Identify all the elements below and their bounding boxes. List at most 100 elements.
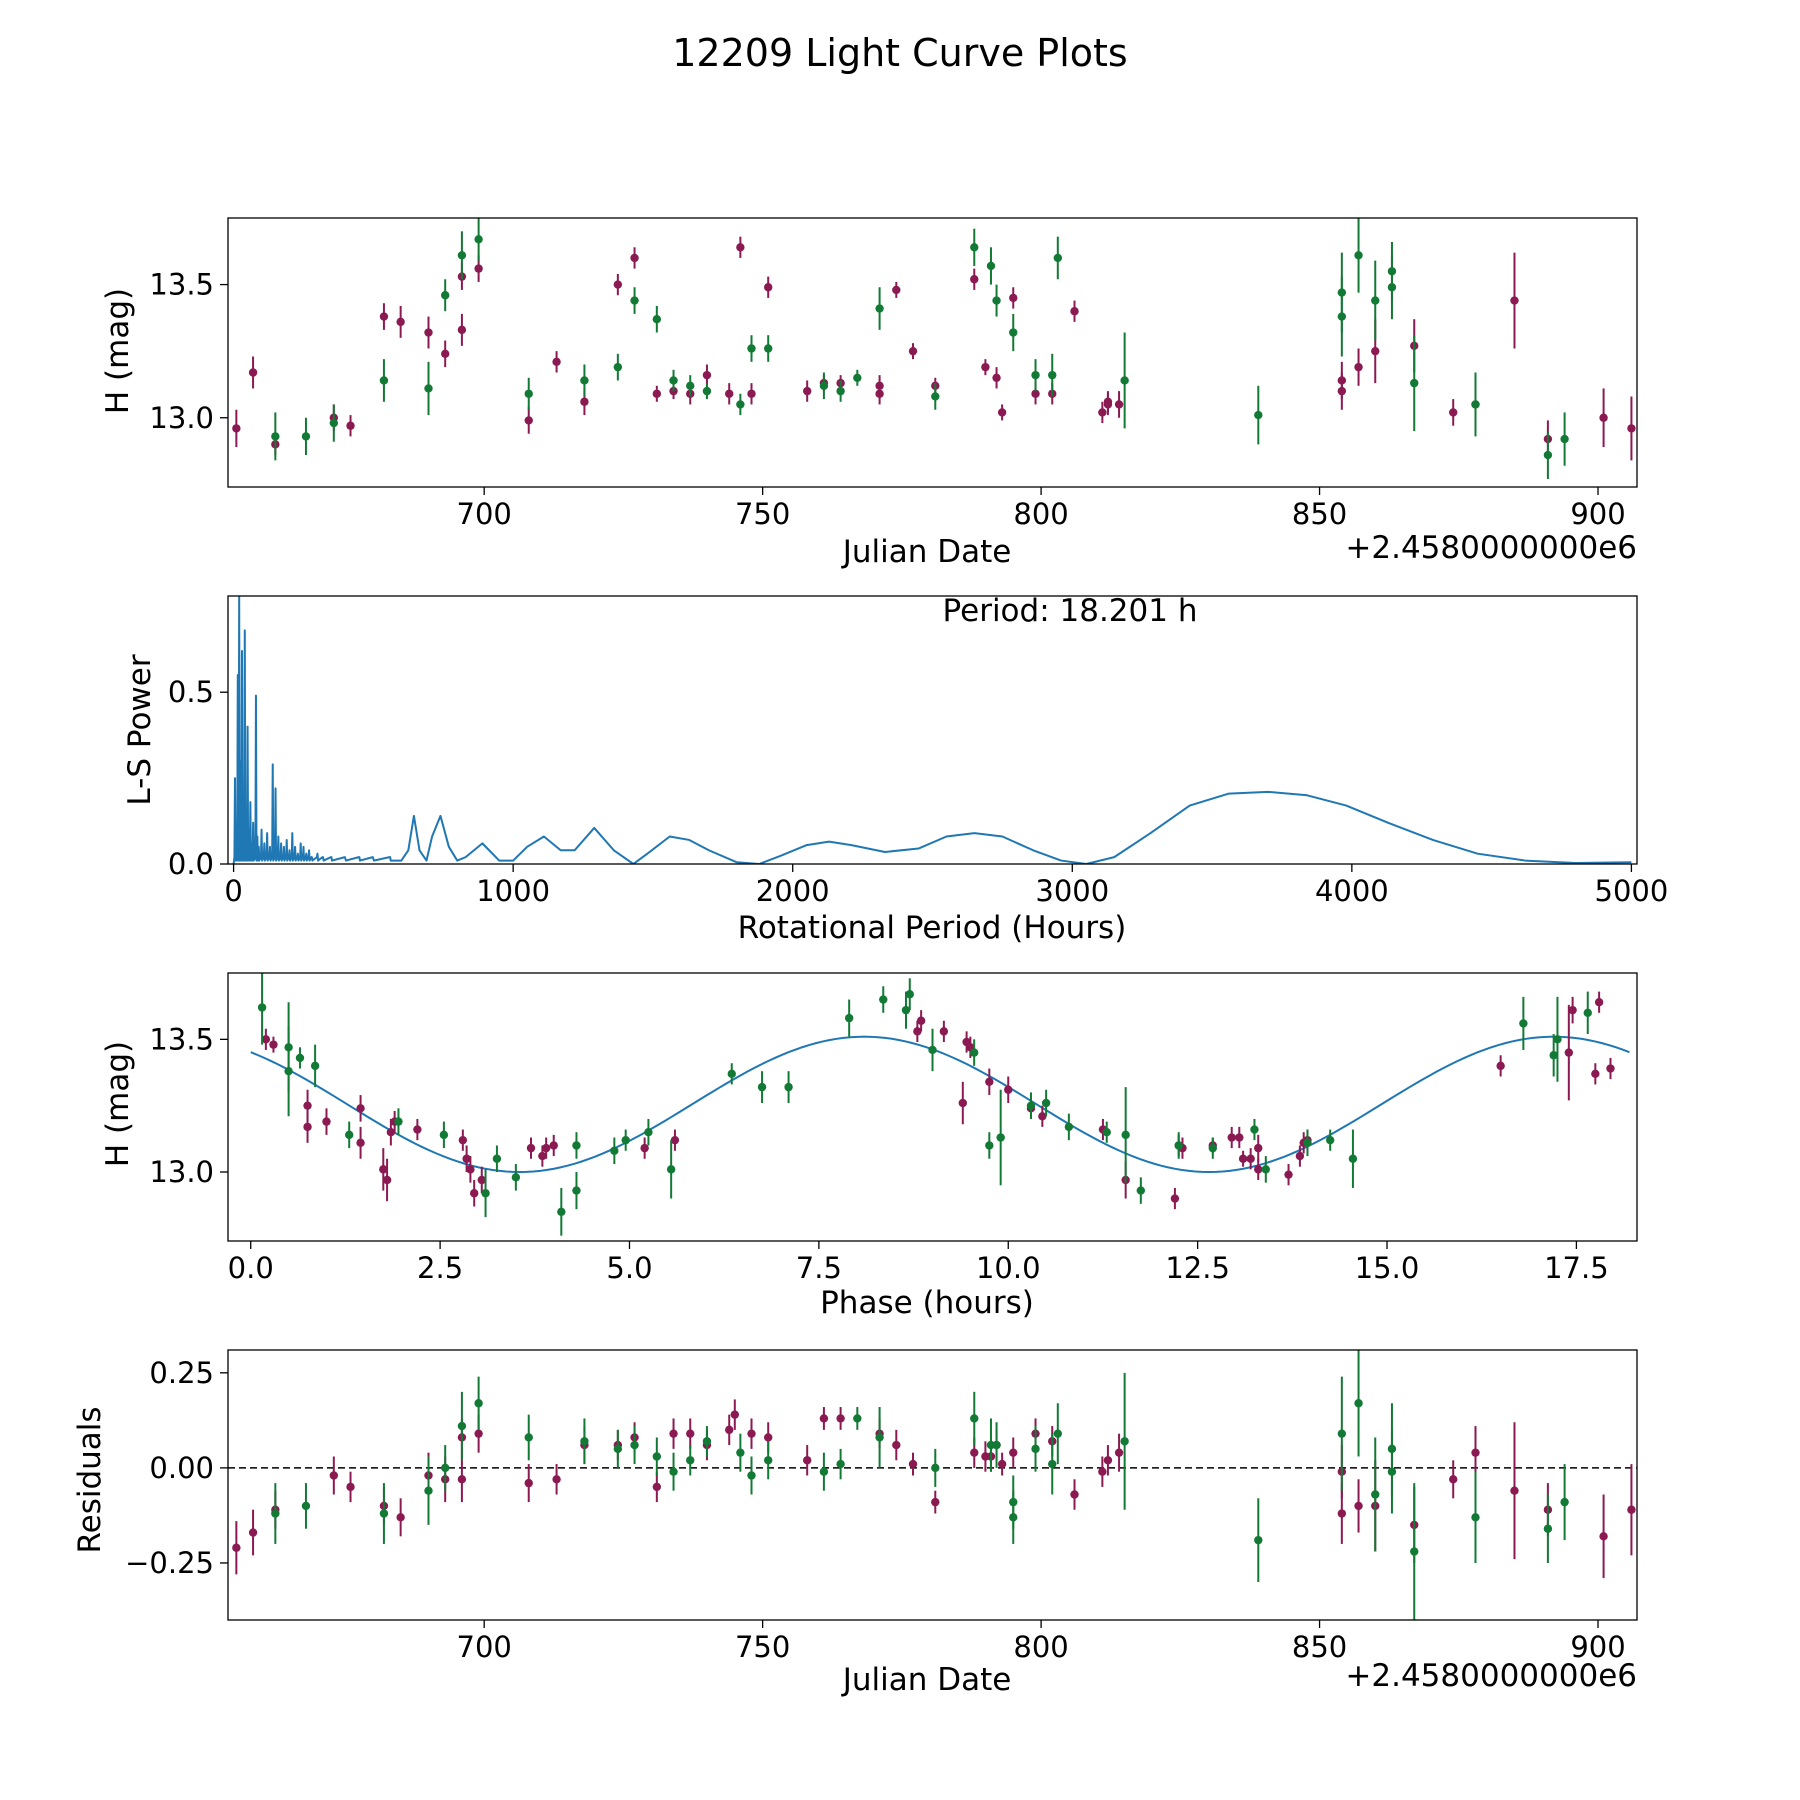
residuals-point-band_a [396, 1513, 405, 1522]
residuals-ylabel: Residuals [72, 1406, 108, 1553]
lightcurve-point-band_a [997, 408, 1007, 417]
residuals-point-band_a [329, 1471, 339, 1480]
lightcurve-ylabel: H (mag) [100, 288, 136, 414]
residuals-xtick-label: 900 [1570, 1630, 1625, 1664]
phased-point-band_a [916, 1016, 926, 1025]
lightcurve-point-band_a [1103, 400, 1113, 409]
phased-point-band_a [1564, 1048, 1574, 1057]
periodogram-xtick-label: 2000 [756, 874, 830, 908]
phased-point-band_a [386, 1128, 396, 1137]
lightcurve-point-band_b [1009, 328, 1018, 337]
residuals-point-band_b [669, 1467, 678, 1476]
phased-point-band_b [784, 1082, 793, 1092]
residuals-point-band_b [702, 1437, 712, 1446]
phased-point-band_b [1064, 1122, 1074, 1132]
lightcurve-point-band_a [248, 368, 258, 377]
residuals-point-band_b [736, 1448, 745, 1457]
lightcurve-point-band_a [702, 370, 712, 380]
phased-point-band_b [1348, 1154, 1358, 1163]
lightcurve-point-band_b [702, 386, 712, 396]
phased-xtick-label: 10.0 [976, 1251, 1041, 1285]
phased-point-band_a [1568, 1005, 1577, 1015]
periodogram-ylabel: L-S Power [122, 654, 158, 805]
phased-point-band_b [1026, 1101, 1036, 1110]
residuals-point-band_a [819, 1414, 829, 1423]
residuals-point-band_b [764, 1456, 773, 1465]
lightcurve-point-band_b [329, 418, 339, 428]
residuals-point-band_a [474, 1429, 483, 1438]
phased-point-band_a [549, 1141, 558, 1150]
residuals-point-band_b [630, 1440, 639, 1450]
residuals-point-band_a [908, 1459, 918, 1469]
phased-point-band_a [379, 1165, 388, 1174]
phased-point-band_a [526, 1143, 536, 1153]
residuals-point-band_b [875, 1433, 884, 1442]
phased-point-band_b [610, 1146, 619, 1155]
residuals-point-band_a [1103, 1456, 1113, 1465]
phased-point-band_b [295, 1053, 305, 1063]
phased-point-band_a [382, 1175, 392, 1185]
phased-point-band_a [1235, 1133, 1244, 1142]
lightcurve-point-band_b [1543, 450, 1553, 460]
lightcurve-point-band_b [669, 376, 678, 385]
phased-point-band_b [928, 1045, 937, 1055]
lightcurve-point-band_b [613, 362, 623, 372]
lightcurve-point-band_a [764, 283, 773, 292]
phased-ylabel: H (mag) [100, 1041, 136, 1167]
residuals-point-band_a [764, 1433, 773, 1442]
residuals-point-band_a [1337, 1509, 1347, 1518]
phased-point-band_a [1004, 1085, 1013, 1094]
phased-point-band_a [322, 1117, 331, 1126]
phased-point-band_a [985, 1077, 994, 1086]
lightcurve-plot-area [232, 218, 1636, 480]
phased-point-band_b [284, 1066, 293, 1076]
lightcurve-point-band_b [736, 400, 745, 409]
lightcurve-point-band_b [686, 381, 695, 390]
lightcurve-point-band_b [457, 251, 467, 260]
phased-point-band_b [1250, 1125, 1259, 1134]
residuals-xtick-label: 850 [1292, 1630, 1347, 1664]
phased-xtick-label: 0.0 [228, 1251, 274, 1285]
residuals-point-band_b [301, 1501, 311, 1511]
lightcurve-point-band_a [992, 373, 1001, 383]
lightcurve-point-band_b [875, 304, 884, 313]
phased-xtick-label: 7.5 [796, 1251, 842, 1285]
residuals-point-band_b [652, 1452, 662, 1461]
residuals-point-band_b [379, 1509, 389, 1518]
phased-point-band_a [1038, 1112, 1047, 1121]
lightcurve-xtick-label: 750 [735, 497, 790, 531]
phased-point-band_b [1519, 1019, 1528, 1028]
phased-point-band_b [879, 995, 888, 1004]
phased-point-band_b [492, 1154, 502, 1163]
phased-point-band_b [644, 1128, 653, 1137]
lightcurve-point-band_b [630, 296, 639, 305]
phased-point-band_a [356, 1138, 365, 1148]
lightcurve-point-band_b [1560, 434, 1569, 444]
lightcurve-point-band_a [630, 253, 639, 263]
phased-point-band_a [1591, 1069, 1600, 1079]
lightcurve-point-band_a [580, 397, 589, 406]
lightcurve-xlabel: Julian Date [841, 534, 1012, 570]
phased-point-band_b [257, 1003, 267, 1012]
phased-point-band_b [901, 1005, 911, 1015]
periodogram-xtick-label: 3000 [1035, 874, 1109, 908]
lightcurve-point-band_a [1114, 400, 1124, 409]
residuals-ytick-label: 0.25 [149, 1356, 214, 1390]
lightcurve-point-band_a [652, 389, 662, 398]
lightcurve-point-band_a [613, 280, 623, 289]
phased-point-band_b [345, 1130, 354, 1140]
lightcurve-point-band_a [892, 285, 901, 295]
phased-ytick-label: 13.5 [149, 1022, 214, 1056]
phased-point-band_b [1326, 1135, 1335, 1145]
phased-point-band_a [1238, 1154, 1248, 1163]
phased-point-band_a [356, 1104, 365, 1113]
residuals-point-band_b [1120, 1437, 1129, 1446]
phased-xtick-label: 15.0 [1355, 1251, 1420, 1285]
residuals-point-band_a [1449, 1475, 1458, 1484]
phased-xlabel: Phase (hours) [820, 1285, 1034, 1321]
phased-point-band_b [1041, 1098, 1051, 1108]
residuals-point-band_a [802, 1456, 812, 1465]
lightcurve-point-band_a [908, 346, 918, 356]
residuals-point-band_a [346, 1482, 355, 1492]
residuals-point-band_a [725, 1425, 734, 1435]
